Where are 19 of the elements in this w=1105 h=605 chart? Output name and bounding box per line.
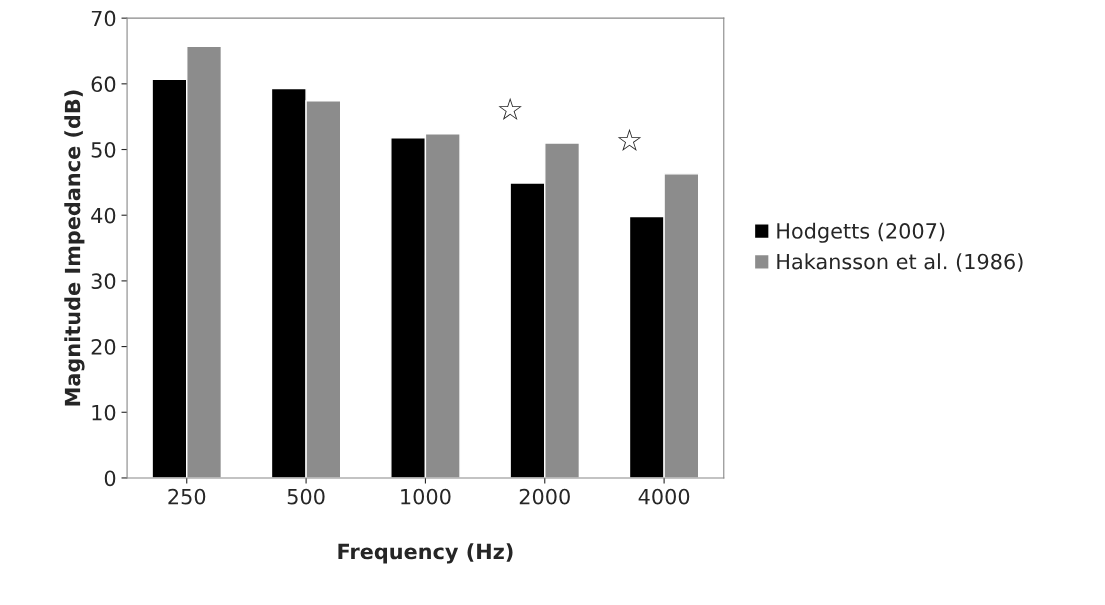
x-tick-label: 500 <box>287 488 325 505</box>
y-tick-label: 60 <box>91 76 116 93</box>
y-axis-title: Magnitude Impedance (dB) <box>64 90 85 406</box>
annotation: ☆ <box>617 128 642 151</box>
x-tick-label: 2000 <box>519 488 570 505</box>
y-tick-label: 70 <box>91 10 116 27</box>
x-axis-title: Frequency (Hz) <box>338 543 513 564</box>
x-tick-label: 1000 <box>401 488 451 505</box>
y-tick-label: 30 <box>91 273 116 290</box>
annotation: ☆ <box>498 97 522 121</box>
y-tick-label: 40 <box>91 207 116 224</box>
y-tick-label: 0 <box>104 470 116 487</box>
y-tick-label: 20 <box>91 339 116 355</box>
y-tick-label: 10 <box>92 404 116 421</box>
y-tick-label: 50 <box>91 141 116 158</box>
legend-label: Hakansson et al. (1986) <box>777 253 1023 272</box>
legend-label: Hodgetts (2007) <box>777 222 945 243</box>
x-tick-label: 4000 <box>638 488 690 505</box>
x-tick-label: 250 <box>168 488 206 505</box>
